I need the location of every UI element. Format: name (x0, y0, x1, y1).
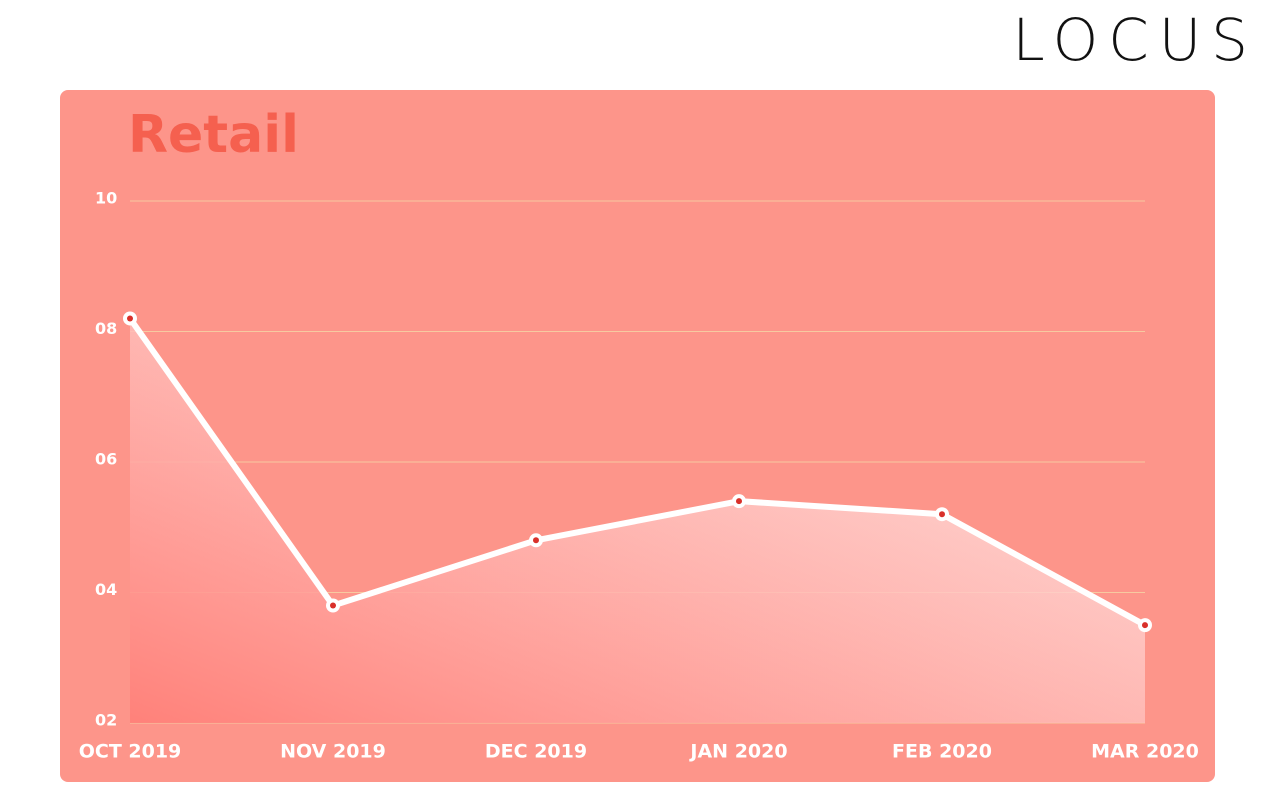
chart-title: Retail (128, 105, 299, 165)
point-center (127, 315, 133, 322)
x-tick-label: JAN 2020 (688, 741, 787, 763)
x-tick-label: FEB 2020 (892, 741, 992, 763)
x-tick-label: DEC 2019 (485, 741, 587, 763)
point-center (533, 537, 539, 544)
point-center (736, 498, 742, 505)
y-tick-label: 08 (95, 319, 117, 338)
x-tick-label: OCT 2019 (79, 741, 182, 763)
x-tick-label: NOV 2019 (280, 741, 386, 763)
y-tick-label: 02 (95, 711, 117, 730)
x-tick-label: MAR 2020 (1091, 741, 1199, 763)
area (130, 318, 1145, 723)
y-tick-label: 04 (95, 580, 117, 599)
line (127, 316, 1147, 628)
point-center (1142, 622, 1148, 629)
y-tick-label: 10 (95, 189, 117, 208)
point-center (330, 602, 336, 609)
logo: LOCUS (1012, 6, 1258, 74)
y-tick-label: 06 (95, 450, 117, 469)
point-center (939, 511, 945, 518)
